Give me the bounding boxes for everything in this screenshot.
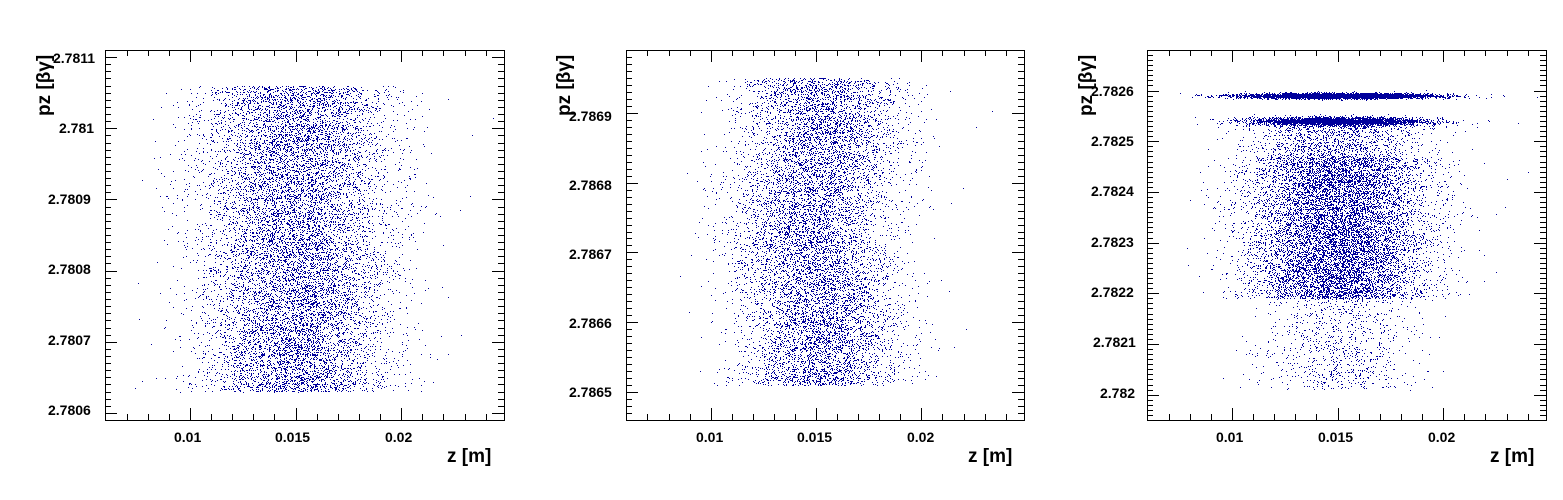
x-axis-label-2: z [m] [968,446,1013,467]
plot-panel-1: pz [βγ] z [m] 0.01 0.015 0.02 2.7806 2.7… [0,0,521,500]
x-tick-label: 0.01 [1216,429,1244,445]
scatter-plot-area-1 [105,50,505,421]
axis-ticks [1147,50,1546,421]
y-tick-label: 2.7865 [569,384,612,400]
x-tick-label: 0.01 [174,429,202,445]
y-tick-label: 2.7823 [1091,234,1134,250]
x-axis-label-3: z [m] [1490,446,1535,467]
x-axis-label-1: z [m] [447,446,492,467]
y-tick-label: 2.7808 [48,261,91,277]
x-tick-label: 0.02 [1428,429,1456,445]
y-tick-label: 2.7868 [569,177,612,193]
y-tick-label: 2.7866 [569,315,612,331]
plot-frame [626,50,1025,421]
axis-ticks [626,50,1024,421]
y-tick-label: 2.7809 [48,191,91,207]
y-axis-label-2: pz [βγ] [554,54,575,116]
y-tick-label: 2.7806 [48,402,91,418]
y-tick-label: 2.7821 [1093,334,1136,350]
y-tick-label: 2.7826 [1091,83,1134,99]
plot-frame [1147,50,1547,421]
y-tick-label: 2.7867 [569,246,612,262]
x-tick-label: 0.015 [275,429,311,445]
axis-ticks [105,50,504,421]
x-tick-label: 0.015 [1318,429,1354,445]
y-tick-label: 2.782 [1100,385,1136,401]
y-tick-label: 2.7811 [53,50,96,66]
scatter-points [135,86,494,393]
y-tick-label: 2.7825 [1091,133,1134,149]
y-tick-label: 2.7807 [48,332,91,348]
y-tick-label: 2.7822 [1091,284,1134,300]
y-tick-label: 2.7824 [1091,183,1134,199]
y-tick-label: 2.781 [59,120,95,136]
x-tick-label: 0.01 [696,429,724,445]
x-tick-label: 0.02 [907,429,935,445]
scatter-points [1180,90,1538,391]
y-axis-label-3: pz [βγ] [1076,54,1097,116]
x-tick-label: 0.015 [797,429,833,445]
x-tick-label: 0.02 [385,429,413,445]
y-tick-label: 2.7869 [569,108,612,124]
scatter-points [629,78,993,386]
